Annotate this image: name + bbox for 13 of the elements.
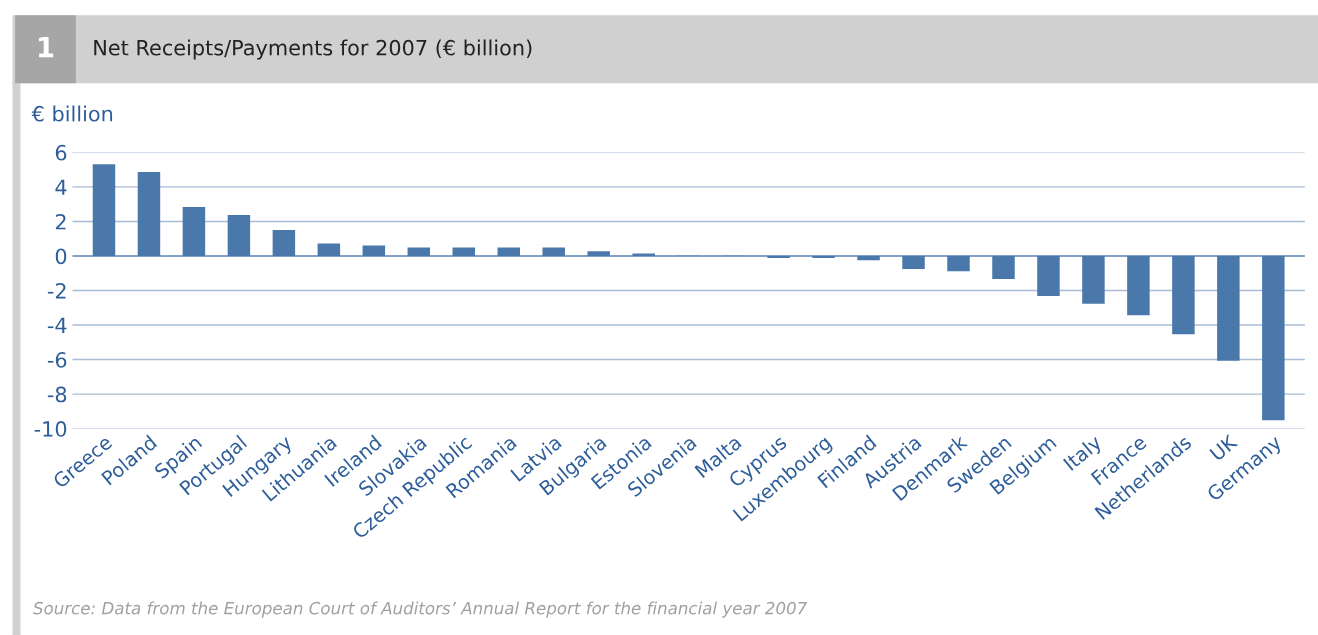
text: 1 bbox=[38, 36, 54, 58]
y-axis-title: € billion bbox=[31, 105, 113, 122]
y-tick-label: 2 bbox=[55, 213, 66, 230]
y-tick-label: -10 bbox=[34, 421, 67, 437]
y-tick-label: -8 bbox=[47, 386, 67, 403]
y-tick-label: -4 bbox=[47, 317, 67, 333]
chart-title: Net Receipts/Payments for 2007 (€ billion) bbox=[94, 39, 532, 60]
source-note: Source: Data from the European Court of Auditors’ Annual Report for the financial year 2007 bbox=[33, 601, 808, 618]
y-tick-label: 0 bbox=[55, 248, 67, 265]
y-tick-label: -2 bbox=[47, 282, 66, 299]
y-tick-label: -6 bbox=[47, 352, 67, 368]
y-tick-label: 4 bbox=[55, 179, 67, 195]
y-tick-label: 6 bbox=[55, 144, 67, 161]
